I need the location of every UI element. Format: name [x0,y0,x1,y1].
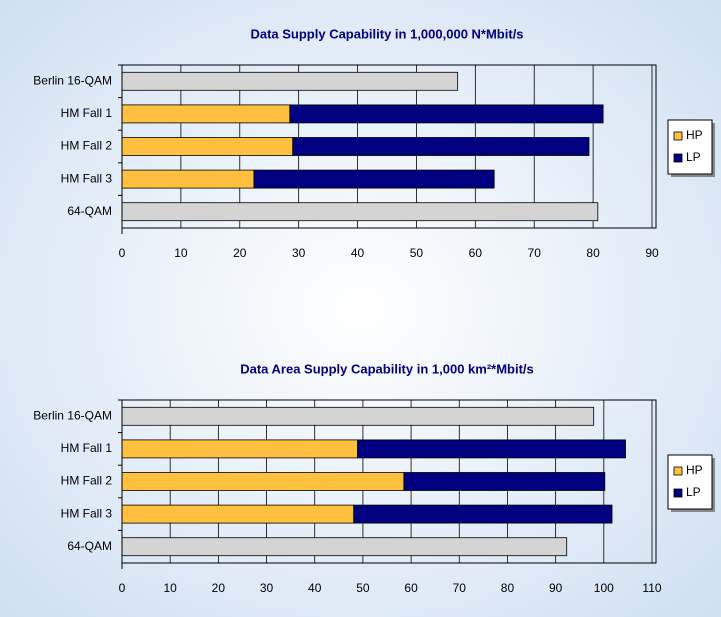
y-tick-label: Berlin 16-QAM [33,408,112,422]
x-tick-label: 80 [501,581,515,595]
y-tick-label: HM Fall 3 [61,506,113,520]
legend-label: HP [686,463,703,477]
x-tick-label: 90 [549,581,563,595]
x-tick-label: 10 [164,581,178,595]
legend-swatch [673,153,683,163]
y-tick-label: HM Fall 2 [61,139,113,153]
x-tick-label: 60 [469,246,483,260]
y-tick-label: Berlin 16-QAM [33,73,112,87]
bar-segment [121,472,405,491]
x-tick-label: 90 [645,246,659,260]
y-tick-label: 64-QAM [67,204,112,218]
x-tick-label: 40 [308,581,322,595]
bar-segment [121,137,294,156]
legend-swatch [673,466,683,476]
bar-segment [121,104,291,124]
x-tick-label: 30 [260,581,274,595]
x-tick-label: 20 [212,581,226,595]
bar-segment [253,169,495,189]
legend-swatch [673,488,683,498]
chart-title: Data Area Supply Capability in 1,000 km²… [240,361,534,376]
bar-segment [353,504,613,524]
x-tick-label: 70 [453,581,467,595]
x-tick-label: 70 [528,246,542,260]
bar-segment [292,137,590,156]
legend [667,119,713,175]
bar-segment [121,504,355,524]
legend [667,454,713,510]
x-tick-label: 30 [292,246,306,260]
x-tick-label: 100 [594,581,614,595]
bar [121,406,595,426]
x-tick-label: 50 [410,246,424,260]
bar [121,202,599,222]
y-tick-label: HM Fall 2 [61,474,113,488]
y-tick-label: HM Fall 3 [61,171,113,185]
bar-segment [121,439,359,459]
bar [121,537,568,557]
legend-label: LP [686,150,701,164]
x-tick-label: 10 [174,246,188,260]
legend-label: LP [686,485,701,499]
y-tick-label: 64-QAM [67,539,112,553]
legend-swatch [673,131,683,141]
x-tick-label: 40 [351,246,365,260]
x-tick-label: 20 [233,246,247,260]
x-tick-label: 0 [119,581,126,595]
y-tick-label: HM Fall 1 [61,106,113,120]
bar [121,71,459,91]
chart-title: Data Supply Capability in 1,000,000 N*Mb… [250,26,523,41]
bar-segment [121,169,255,189]
bar-segment [403,472,606,491]
y-tick-label: HM Fall 1 [61,441,113,455]
x-tick-label: 60 [404,581,418,595]
bar-segment [357,439,626,459]
x-tick-label: 110 [642,581,661,595]
x-tick-label: 50 [356,581,370,595]
legend-label: HP [686,128,703,142]
bar-segment [289,104,604,124]
x-tick-label: 0 [119,246,126,260]
x-tick-label: 80 [586,246,600,260]
